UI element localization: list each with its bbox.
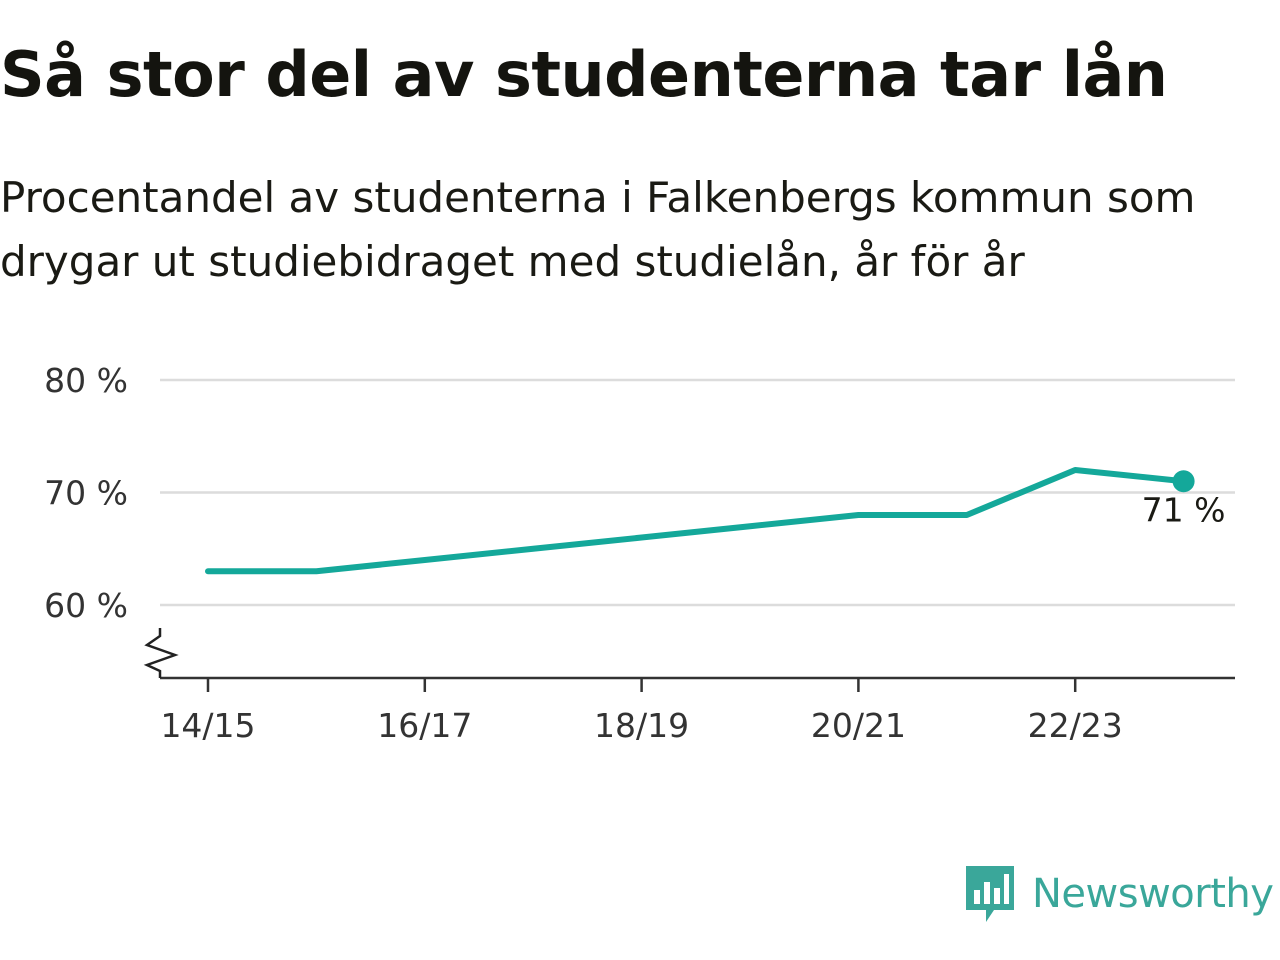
chart-title: Så stor del av studenterna tar lån bbox=[0, 38, 1168, 111]
y-tick-label: 80 % bbox=[44, 361, 128, 400]
newsworthy-logo-icon bbox=[966, 866, 1014, 922]
x-tick-label: 18/19 bbox=[594, 706, 689, 745]
chart-subtitle: Procentandel av studenterna i Falkenberg… bbox=[0, 173, 1196, 286]
series-line bbox=[205, 467, 1187, 575]
y-axis-labels: 60 % 70 % 80 % bbox=[44, 361, 128, 625]
x-axis bbox=[143, 628, 1235, 692]
brand-name: Newsworthy bbox=[1032, 871, 1274, 917]
end-point-marker bbox=[1172, 470, 1195, 493]
series-layer: 71 % bbox=[205, 467, 1226, 575]
x-tick-label: 16/17 bbox=[377, 706, 472, 745]
x-tick-label: 20/21 bbox=[811, 706, 906, 745]
axis-break-mark bbox=[143, 628, 179, 678]
y-tick-label: 60 % bbox=[44, 586, 128, 625]
y-tick-label: 70 % bbox=[44, 474, 128, 513]
grid-lines bbox=[160, 378, 1235, 607]
end-value-label: 71 % bbox=[1142, 490, 1226, 529]
newsworthy-logo: Newsworthy bbox=[964, 864, 1274, 924]
x-tick-label: 22/23 bbox=[1028, 706, 1123, 745]
x-tick-label: 14/15 bbox=[160, 706, 255, 745]
x-axis-labels: 14/15 16/17 18/19 20/21 22/23 bbox=[160, 706, 1122, 745]
